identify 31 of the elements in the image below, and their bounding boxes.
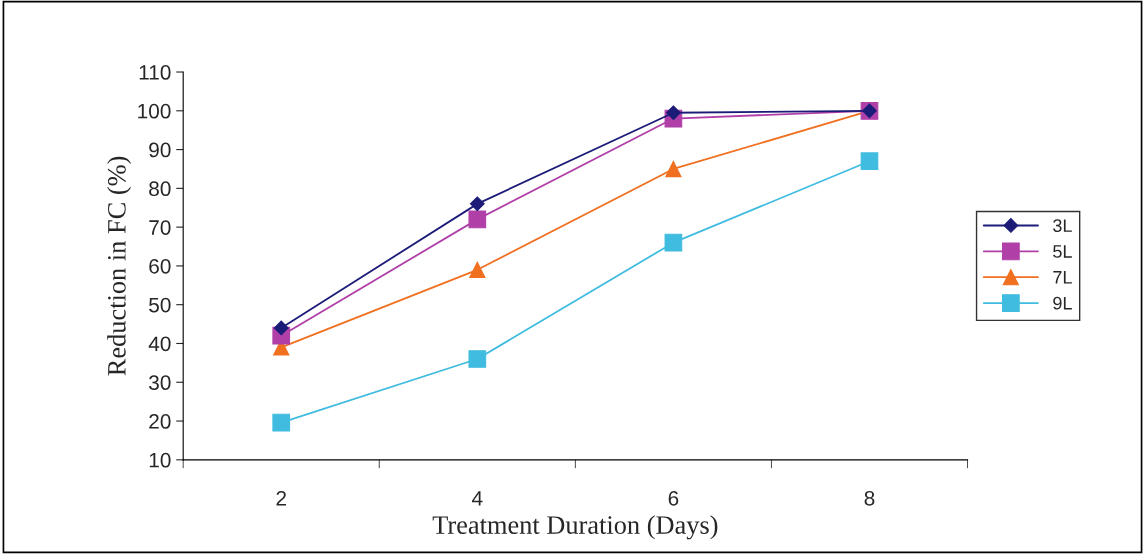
point	[469, 261, 486, 278]
point	[469, 196, 485, 212]
y-tick-label: 40	[148, 336, 171, 352]
point	[468, 210, 487, 229]
y-axis-title: Reduction in FC (%)	[107, 156, 132, 376]
legend-label: 7L	[1053, 271, 1072, 284]
y-tick-label: 100	[138, 103, 171, 119]
y-tick-label: 60	[149, 258, 171, 274]
point	[468, 350, 487, 368]
x-tick-label: 6	[668, 490, 679, 506]
x-tick-label: 8	[864, 490, 875, 506]
point	[860, 152, 879, 171]
legend-label: 3L	[1053, 219, 1072, 232]
legend-label: 5L	[1053, 245, 1072, 258]
y-tick-label: 80	[149, 181, 171, 197]
y-tick-label: 20	[149, 414, 171, 429]
y-tick-label: 90	[149, 142, 171, 158]
y-tick-label: 110	[139, 65, 171, 80]
point	[664, 233, 683, 252]
x-tick-label: 2	[276, 490, 286, 506]
x-tick-label: 4	[472, 491, 483, 506]
y-tick-label: 70	[149, 220, 171, 235]
y-tick-label: 30	[149, 375, 171, 391]
legend-label: 9L	[1053, 296, 1072, 310]
point	[273, 320, 289, 336]
point	[665, 160, 682, 178]
point	[272, 413, 291, 432]
point	[666, 105, 681, 121]
x-axis-title: Treatment Duration (Days)	[432, 515, 718, 540]
y-tick-label: 50	[149, 297, 171, 313]
y-tick-label: 10	[149, 452, 171, 468]
